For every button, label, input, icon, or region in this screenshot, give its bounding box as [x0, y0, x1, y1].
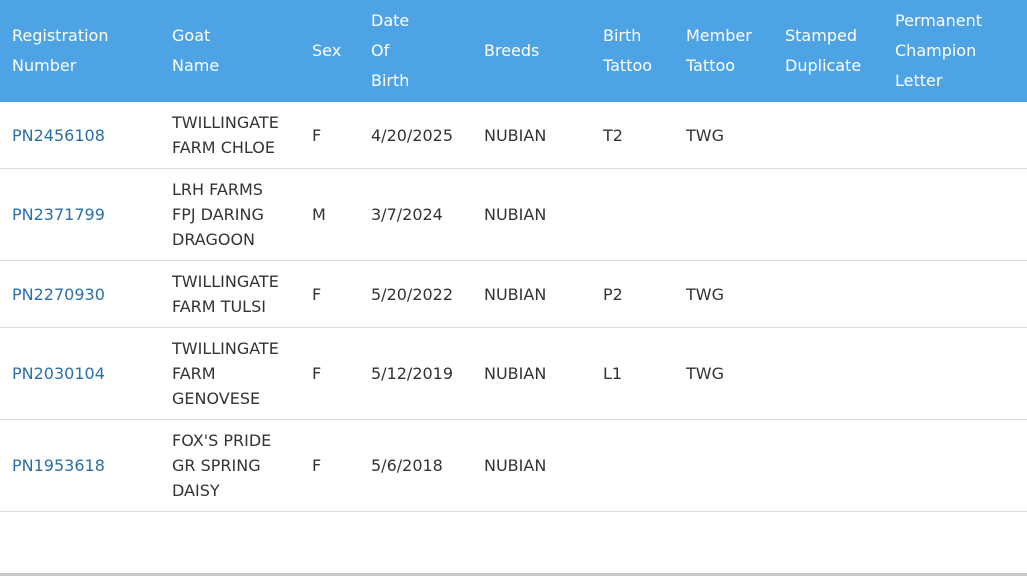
registration-number-cell: PN1953618 [0, 419, 160, 512]
registration-number-cell: PN2030104 [0, 327, 160, 420]
table-row: PN2456108 TWILLINGATE FARM CHLOE F 4/20/… [0, 102, 1027, 169]
table-row: PN2030104 TWILLINGATE FARM GENOVESE F 5/… [0, 327, 1027, 420]
sex-cell: F [300, 419, 359, 512]
birth-tattoo-cell [591, 419, 674, 512]
table-row: PN1953618 FOX'S PRIDE GR SPRING DAISY F … [0, 419, 1027, 512]
table-body: PN2456108 TWILLINGATE FARM CHLOE F 4/20/… [0, 102, 1027, 512]
breeds-cell: NUBIAN [472, 260, 591, 328]
bottom-divider [0, 573, 1027, 576]
registration-number-link[interactable]: PN2371799 [12, 205, 105, 224]
sex-cell: F [300, 260, 359, 328]
breeds-cell: NUBIAN [472, 419, 591, 512]
table-header: Registration Number Goat Name Sex Date O… [0, 0, 1027, 102]
column-header-sex[interactable]: Sex [312, 41, 342, 60]
breeds-cell: NUBIAN [472, 327, 591, 420]
registration-number-link[interactable]: PN1953618 [12, 456, 105, 475]
goat-name-cell: FOX'S PRIDE GR SPRING DAISY [160, 419, 300, 512]
goat-name-cell: LRH FARMS FPJ DARING DRAGOON [160, 168, 300, 261]
goat-name-cell: TWILLINGATE FARM GENOVESE [160, 327, 300, 420]
goat-name-cell: TWILLINGATE FARM TULSI [160, 260, 300, 328]
permanent-champion-letter-cell [883, 102, 1027, 169]
birth-tattoo-cell [591, 168, 674, 261]
date-of-birth-cell: 5/6/2018 [359, 419, 472, 512]
member-tattoo-cell [674, 168, 773, 261]
date-of-birth-cell: 5/20/2022 [359, 260, 472, 328]
member-tattoo-cell: TWG [674, 102, 773, 169]
table-row: PN2270930 TWILLINGATE FARM TULSI F 5/20/… [0, 260, 1027, 328]
stamped-duplicate-cell [773, 102, 883, 169]
column-header-goat-name[interactable]: Goat Name [172, 26, 220, 75]
column-header-birth-tattoo[interactable]: Birth Tattoo [603, 26, 653, 75]
date-of-birth-cell: 3/7/2024 [359, 168, 472, 261]
birth-tattoo-cell: P2 [591, 260, 674, 328]
column-header-stamped-duplicate[interactable]: Stamped Duplicate [785, 26, 862, 75]
table-row: PN2371799 LRH FARMS FPJ DARING DRAGOON M… [0, 168, 1027, 261]
breeds-cell: NUBIAN [472, 102, 591, 169]
registration-number-cell: PN2270930 [0, 260, 160, 328]
column-header-breeds[interactable]: Breeds [484, 41, 540, 60]
column-header-date-of-birth[interactable]: Date Of Birth [371, 11, 410, 90]
registration-number-link[interactable]: PN2270930 [12, 284, 105, 304]
breeds-cell: NUBIAN [472, 168, 591, 261]
goat-registration-table: Registration Number Goat Name Sex Date O… [0, 0, 1027, 512]
header-row: Registration Number Goat Name Sex Date O… [0, 0, 1027, 102]
permanent-champion-letter-cell [883, 419, 1027, 512]
permanent-champion-letter-cell [883, 168, 1027, 261]
sex-cell: F [300, 327, 359, 420]
stamped-duplicate-cell [773, 419, 883, 512]
registration-number-cell: PN2456108 [0, 102, 160, 169]
column-header-permanent-champion-letter[interactable]: Permanent Champion Letter [895, 11, 983, 90]
birth-tattoo-cell: T2 [591, 102, 674, 169]
sex-cell: F [300, 102, 359, 169]
member-tattoo-cell: TWG [674, 327, 773, 420]
permanent-champion-letter-cell [883, 327, 1027, 420]
column-header-member-tattoo[interactable]: Member Tattoo [686, 26, 752, 75]
member-tattoo-cell: TWG [674, 260, 773, 328]
stamped-duplicate-cell [773, 260, 883, 328]
date-of-birth-cell: 5/12/2019 [359, 327, 472, 420]
stamped-duplicate-cell [773, 168, 883, 261]
sex-cell: M [300, 168, 359, 261]
member-tattoo-cell [674, 419, 773, 512]
date-of-birth-cell: 4/20/2025 [359, 102, 472, 169]
stamped-duplicate-cell [773, 327, 883, 420]
registration-number-cell: PN2371799 [0, 168, 160, 261]
permanent-champion-letter-cell [883, 260, 1027, 328]
registration-number-link[interactable]: PN2030104 [12, 364, 105, 383]
birth-tattoo-cell: L1 [591, 327, 674, 420]
goat-name-cell: TWILLINGATE FARM CHLOE [160, 102, 300, 169]
registration-number-link[interactable]: PN2456108 [12, 125, 105, 145]
column-header-registration-number[interactable]: Registration Number [12, 26, 109, 75]
